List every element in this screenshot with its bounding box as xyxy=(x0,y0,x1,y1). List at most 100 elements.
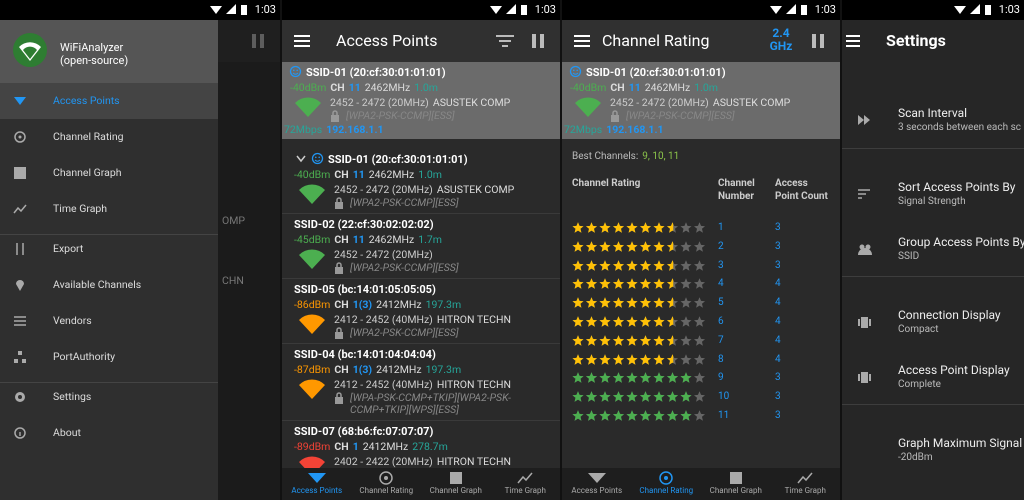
frequency-range: 2412 - 2452 (40MHz) xyxy=(334,378,433,391)
drawer-item[interactable]: Access Points xyxy=(0,83,218,119)
lock-icon xyxy=(611,110,619,122)
signal-row: -40dBm CH 11 2462MHz 1.0m xyxy=(570,80,832,95)
nav-item[interactable]: Channel Graph xyxy=(421,468,491,500)
settings-item[interactable]: Group Access Points By SSID xyxy=(842,235,1024,267)
star-rating xyxy=(572,278,706,290)
drawer-item[interactable]: Vendors xyxy=(0,303,218,339)
drawer-item-label: Settings xyxy=(53,390,92,403)
access-point[interactable]: SSID-01 (20:cf:30:01:01:01) -40dBm CH 11 246… xyxy=(282,149,560,214)
ssid-row: SSID-02 (22:cf:30:02:02:02) xyxy=(294,217,552,232)
bottom-navigation: Access Points Channel Rating Channel Graph… xyxy=(562,468,840,500)
distance: 197.3m xyxy=(425,298,462,311)
frequency: 2462MHz xyxy=(644,81,691,94)
settings-icon xyxy=(858,317,871,328)
detail-text: 2412 - 2452 (40MHz) HITRON TECHN [WPA-PSK-… xyxy=(334,377,552,416)
drawer-item[interactable]: Available Channels xyxy=(0,267,218,303)
nav-item[interactable]: Channel Rating xyxy=(632,468,702,500)
status-icons xyxy=(210,4,247,15)
content: SSID-01 (20:cf:30:01:01:01) -40dBm CH 11 246… xyxy=(282,62,560,468)
nav-item[interactable]: Channel Graph xyxy=(701,468,771,500)
status-bar: 1:03 xyxy=(842,0,1024,20)
access-point[interactable]: SSID-01 (20:cf:30:01:01:01) -40dBm CH 11 246… xyxy=(282,62,560,139)
range-row: 2402 - 2422 (20MHz) HITRON TECHN xyxy=(334,454,552,468)
ssid: SSID-04 (bc:14:01:04:04:04) xyxy=(294,348,436,361)
star-rating xyxy=(572,391,706,402)
nav-item[interactable]: Channel Rating xyxy=(352,468,422,500)
channel: 11 xyxy=(628,81,641,94)
drawer-item[interactable]: Channel Rating xyxy=(0,119,218,155)
band-selector[interactable]: 2.4 GHz xyxy=(769,26,793,53)
channel: 1(3) xyxy=(352,298,373,311)
signal-level: -87dBm xyxy=(294,363,331,376)
settings-item[interactable]: Graph Maximum Signal -20dBm xyxy=(842,436,1024,468)
signal-level: -40dBm xyxy=(294,168,331,181)
pause-icon xyxy=(252,34,264,48)
details: 2452 - 2472 (20MHz) ASUSTEK COMP [WPA2-PSK… xyxy=(570,95,832,122)
access-point[interactable]: SSID-05 (bc:14:01:05:05:05) -86dBm CH 1(3) 2… xyxy=(282,279,560,344)
channel-number: 4 xyxy=(718,278,724,290)
settings-title: Graph Maximum Signal xyxy=(898,436,1023,450)
access-point[interactable]: SSID-01 (20:cf:30:01:01:01) -40dBm CH 11 246… xyxy=(562,62,840,139)
app-bar-title: Channel Rating xyxy=(602,31,710,50)
divider xyxy=(842,148,1024,149)
access-point[interactable]: SSID-07 (68:b6:fc:07:07:07) -89dBm CH 1 2412… xyxy=(282,421,560,468)
drawer-item[interactable]: About xyxy=(0,415,218,451)
drawer-item[interactable]: Channel Graph xyxy=(0,155,218,191)
range-row: 2452 - 2472 (20MHz) ASUSTEK COMP xyxy=(330,95,552,110)
ssid: SSID-01 (20:cf:30:01:01:01) xyxy=(306,66,446,79)
drawer-item[interactable]: Time Graph xyxy=(0,191,218,227)
divider xyxy=(842,404,1024,405)
star-rating xyxy=(572,240,706,252)
channel-number: 9 xyxy=(718,372,724,384)
detail-text: 2452 - 2472 (20MHz) ASUSTEK COMP [WPA2-PSK… xyxy=(330,95,552,122)
nav-label: Channel Graph xyxy=(709,486,762,495)
drawer-item[interactable]: Settings xyxy=(0,379,218,415)
frequency: 2462MHz xyxy=(368,233,415,246)
range-row: 2452 - 2472 (20MHz) ASUSTEK COMP xyxy=(334,182,552,197)
ssid: SSID-05 (bc:14:01:05:05:05) xyxy=(294,283,436,296)
nav-item[interactable]: Access Points xyxy=(282,468,352,500)
channel-number: 6 xyxy=(718,316,724,327)
details: 2412 - 2452 (40MHz) HITRON TECHN [WPA2-PSK… xyxy=(294,312,552,339)
vendor: HITRON TECHN xyxy=(436,378,511,391)
settings-item[interactable]: Sort Access Points By Signal Strength xyxy=(842,180,1024,212)
nav-item[interactable]: Time Graph xyxy=(771,468,841,500)
drawer-item-icon xyxy=(14,316,26,326)
table-header: Channel Rating xyxy=(572,178,641,189)
access-point[interactable]: SSID-02 (22:cf:30:02:02:02) -45dBm CH 11 246… xyxy=(282,214,560,279)
app-subtitle: (open-source) xyxy=(60,54,129,67)
details: 2452 - 2472 (20MHz) ASUSTEK COMP [WPA2-PSK… xyxy=(294,182,552,209)
drawer-item-label: Access Points xyxy=(53,94,120,107)
drawer-item[interactable]: Export xyxy=(0,231,218,267)
vendor: ASUSTEK COMP xyxy=(712,96,791,109)
details: 2452 - 2472 (20MHz) [WPA2-PSK-CCMP][ESS] xyxy=(294,247,552,274)
drawer-item-label: About xyxy=(53,426,81,439)
nav-item[interactable]: Time Graph xyxy=(491,468,561,500)
table-header: Access Point Count xyxy=(775,178,828,202)
settings-item[interactable]: Connection Display Compact xyxy=(842,308,1024,340)
security-row: [WPA2-PSK-CCMP][ESS] xyxy=(334,197,552,209)
status-time: 1:03 xyxy=(254,3,276,16)
settings-item[interactable]: Access Point Display Complete xyxy=(842,363,1024,395)
drawer-item-label: Export xyxy=(53,242,84,255)
channel: 1 xyxy=(352,440,359,453)
access-points-panel: 1:03 Access Points SSID-01 (20:cf:30:01:01… xyxy=(282,0,560,500)
drawer-item-icon xyxy=(15,392,25,402)
access-point[interactable]: SSID-04 (bc:14:01:04:04:04) -87dBm CH 1(3) 2… xyxy=(282,344,560,421)
drawer-item[interactable]: PortAuthority xyxy=(0,339,218,375)
nav-label: Time Graph xyxy=(504,486,546,495)
channel-number: 11 xyxy=(718,410,730,421)
settings-item[interactable]: Scan Interval 3 seconds between each sc xyxy=(842,106,1024,138)
link-row: 72Mbps 192.168.1.1 xyxy=(284,122,552,137)
distance: 1.0m xyxy=(414,81,439,94)
nav-item[interactable]: Access Points xyxy=(562,468,632,500)
ssid-row: SSID-01 (20:cf:30:01:01:01) xyxy=(294,152,552,167)
drawer-item-label: Channel Graph xyxy=(53,166,122,179)
channel-number: 5 xyxy=(718,297,724,309)
status-time: 1:03 xyxy=(534,3,556,16)
settings-icon xyxy=(858,189,870,199)
drawer-item-label: Vendors xyxy=(53,314,92,327)
ssid-row: SSID-05 (bc:14:01:05:05:05) xyxy=(294,282,552,297)
link-speed: 72Mbps xyxy=(564,123,603,136)
